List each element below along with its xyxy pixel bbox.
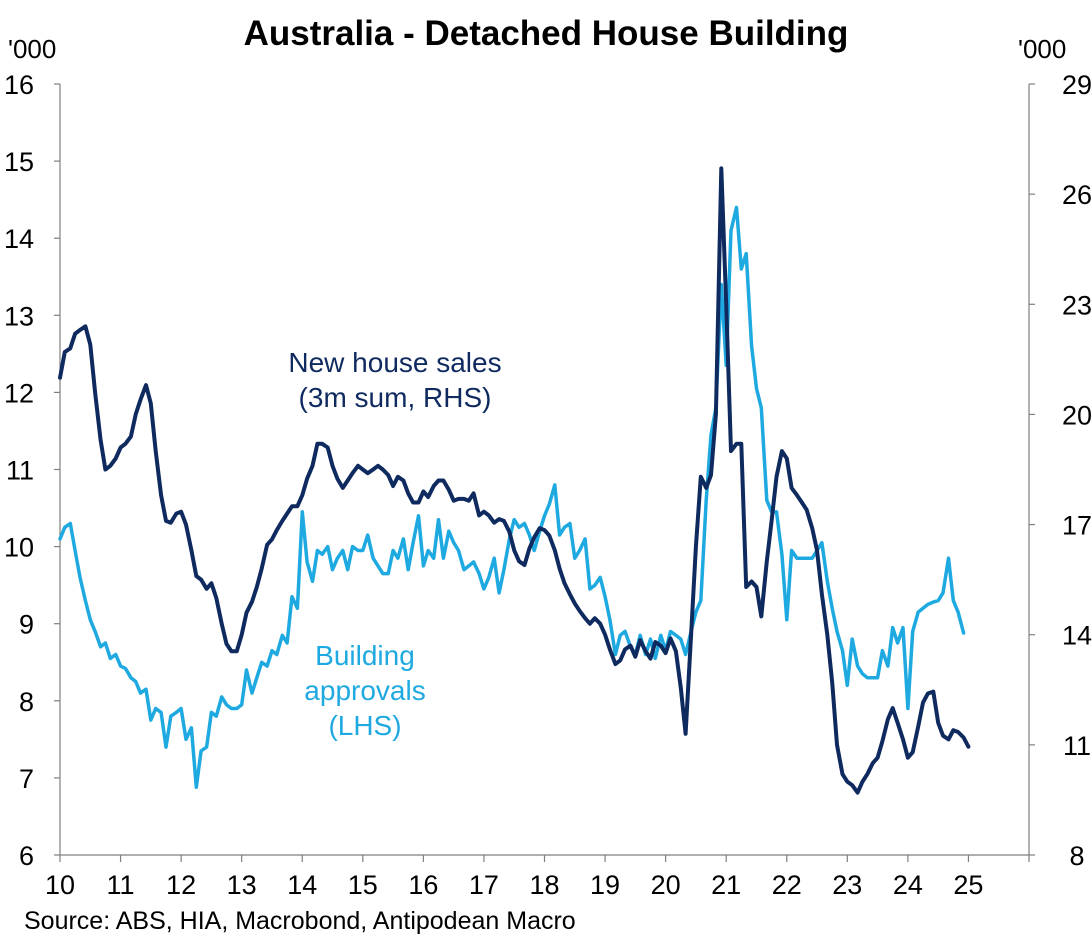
new-house-sales-label: (3m sum, RHS) [299,382,492,413]
left-tick-label: 14 [4,224,34,254]
left-tick-label: 8 [19,687,34,717]
right-tick-label: 20 [1062,400,1092,430]
x-tick-label: 23 [832,870,862,900]
x-tick-label: 18 [529,870,559,900]
right-tick-label: 26 [1062,180,1092,210]
right-tick-label: 17 [1062,511,1092,541]
x-tick-label: 15 [348,870,378,900]
right-tick-label: 14 [1062,621,1092,651]
x-tick-label: 10 [45,870,75,900]
building-approvals-label: (LHS) [328,710,401,741]
source-note: Source: ABS, HIA, Macrobond, Antipodean … [24,907,576,935]
x-tick-label: 24 [893,870,923,900]
left-tick-label: 16 [4,70,34,100]
left-tick-label: 12 [4,378,34,408]
x-tick-label: 16 [408,870,438,900]
right-tick-label: 8 [1069,841,1084,871]
building-approvals-line [58,205,966,789]
x-tick-label: 11 [107,870,135,900]
right-axis-unit: '000 [1018,34,1067,64]
left-axis-unit: '000 [8,34,57,64]
left-tick-label: 6 [19,841,34,871]
building-approvals-label: Building [315,640,415,671]
x-tick-label: 22 [772,870,802,900]
left-tick-label: 10 [4,533,34,563]
new-house-sales-label: New house sales [288,347,501,378]
left-tick-label: 9 [19,610,34,640]
x-tick-label: 25 [953,870,983,900]
x-tick-label: 14 [287,870,317,900]
left-tick-label: 11 [6,456,34,486]
chart-title: Australia - Detached House Building [243,14,849,53]
left-tick-label: 7 [19,764,34,794]
series-labels: New house sales (3m sum, RHS) Building appr… [288,347,501,741]
chart-series [58,166,971,795]
left-tick-label: 13 [4,301,34,331]
x-tick-label: 17 [469,870,499,900]
x-tick-label: 19 [590,870,620,900]
right-tick-label: 29 [1062,70,1092,100]
x-tick-label: 20 [651,870,681,900]
left-tick-label: 15 [4,147,34,177]
x-tick-label: 12 [166,870,196,900]
x-tick-label: 21 [711,870,741,900]
new-house-sales-line [58,166,971,795]
building-approvals-label: approvals [304,675,425,706]
right-tick-label: 11 [1063,731,1091,761]
x-tick-label: 13 [227,870,257,900]
chart-axes: 6 7 8 9 10 11 12 13 14 15 16 8 11 14 17 20 23 26 29 10 11 12 1… [4,70,1092,900]
right-tick-label: 23 [1062,290,1092,320]
